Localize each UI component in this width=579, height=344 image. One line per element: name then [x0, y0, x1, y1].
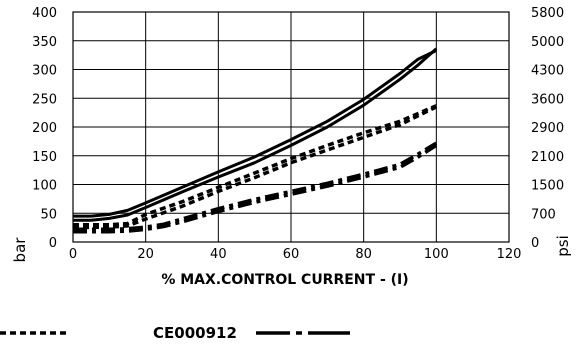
y-right-tick-label: 0 [531, 236, 539, 251]
y-right-tick-label: 4300 [531, 64, 564, 79]
y-left-tick-label: 150 [32, 150, 57, 165]
y-left-tick-label: 0 [49, 236, 57, 251]
x-axis-title: % MAX.CONTROL CURRENT - (I) [161, 272, 408, 288]
x-tick-label: 20 [137, 247, 154, 262]
y-right-tick-label: 2900 [531, 121, 564, 136]
y-left-tick-label: 400 [32, 6, 57, 21]
y-left-tick-label: 350 [32, 35, 57, 50]
x-tick-label: 0 [69, 247, 77, 262]
y-left-axis-title: bar [11, 237, 29, 263]
y-left-tick-label: 100 [32, 179, 57, 194]
series-line-solid-2 [73, 47, 438, 222]
y-right-tick-label: 2100 [531, 150, 564, 165]
y-left-tick-label: 50 [40, 207, 57, 222]
legend-code: CE000912 [153, 324, 237, 342]
series-line-solid-1 [73, 49, 437, 218]
x-tick-label: 80 [355, 247, 372, 262]
x-tick-label: 40 [210, 247, 227, 262]
series-line-dashed-4 [72, 105, 438, 230]
y-right-tick-label: 700 [531, 207, 556, 222]
y-right-tick-label: 5000 [531, 35, 564, 50]
x-tick-label: 100 [424, 247, 449, 262]
series-line-dashed-3 [73, 104, 437, 227]
plot-frame [72, 11, 510, 243]
y-left-tick-label: 250 [32, 92, 57, 107]
series-line-dashdot-6 [73, 143, 438, 234]
x-tick-labels: 0 20 40 60 80 100 120 [69, 247, 522, 262]
y-right-axis-title: psi [554, 235, 572, 257]
y-left-tick-labels: 0 50 100 150 200 250 300 350 400 [32, 6, 57, 251]
series-line-dashdot-5 [73, 141, 438, 232]
y-right-tick-label: 3600 [531, 92, 564, 107]
plot-border [72, 11, 510, 243]
y-left-tick-label: 300 [32, 64, 57, 79]
y-right-tick-labels: 0 700 1500 2100 2900 3600 4300 5000 5800 [531, 6, 564, 251]
series-lines [72, 47, 438, 234]
y-left-tick-label: 200 [32, 121, 57, 136]
x-tick-label: 60 [283, 247, 300, 262]
x-tick-label: 120 [497, 247, 522, 262]
y-right-tick-label: 1500 [531, 179, 564, 194]
y-right-tick-label: 5800 [531, 6, 564, 21]
